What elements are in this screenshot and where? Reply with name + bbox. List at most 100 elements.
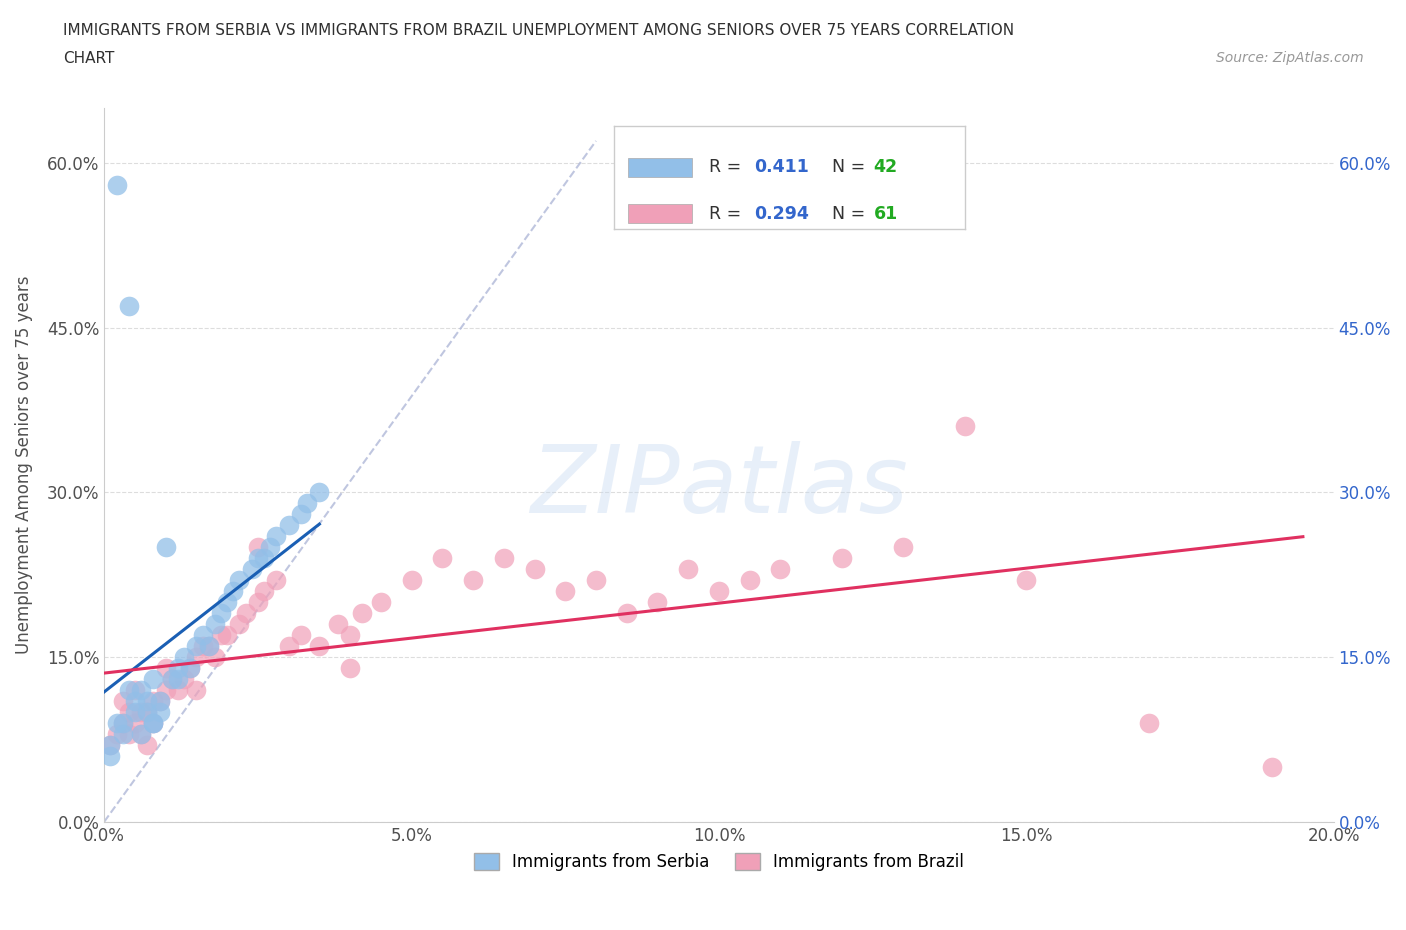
Point <box>105 178 128 193</box>
Point <box>148 694 170 709</box>
Point <box>191 628 214 643</box>
Point <box>240 562 263 577</box>
Point <box>222 584 245 599</box>
Point <box>769 562 792 577</box>
Point <box>1261 760 1284 775</box>
Point <box>167 660 190 675</box>
Point <box>118 299 141 313</box>
Point <box>228 573 250 588</box>
Point <box>290 507 312 522</box>
Point <box>148 704 170 719</box>
Point <box>266 573 288 588</box>
Point <box>253 551 276 565</box>
Point <box>148 694 170 709</box>
Point <box>246 539 269 554</box>
Point <box>339 660 361 675</box>
Point <box>266 529 288 544</box>
Y-axis label: Unemployment Among Seniors over 75 years: Unemployment Among Seniors over 75 years <box>15 275 32 654</box>
Point <box>124 715 146 730</box>
Point <box>142 694 165 709</box>
Point <box>461 573 484 588</box>
Point <box>217 594 239 609</box>
Point <box>129 683 152 698</box>
Point <box>492 551 515 565</box>
Point <box>179 660 201 675</box>
Point <box>155 660 177 675</box>
Text: IMMIGRANTS FROM SERBIA VS IMMIGRANTS FROM BRAZIL UNEMPLOYMENT AMONG SENIORS OVER: IMMIGRANTS FROM SERBIA VS IMMIGRANTS FRO… <box>63 23 1014 38</box>
Point <box>197 639 219 654</box>
Point <box>118 726 141 741</box>
Point <box>186 649 208 664</box>
Point <box>246 551 269 565</box>
Point <box>831 551 853 565</box>
Point <box>209 628 232 643</box>
Point <box>186 639 208 654</box>
Point <box>111 715 134 730</box>
Point <box>953 419 976 434</box>
Point <box>129 704 152 719</box>
Point <box>124 694 146 709</box>
Point <box>432 551 454 565</box>
Point <box>228 617 250 631</box>
Point <box>204 617 226 631</box>
Point <box>554 584 576 599</box>
Point <box>209 605 232 620</box>
Point <box>100 737 122 752</box>
Point <box>186 683 208 698</box>
Point <box>100 749 122 764</box>
Point <box>308 485 330 499</box>
Point <box>707 584 730 599</box>
Point <box>1015 573 1038 588</box>
Point <box>105 715 128 730</box>
Point <box>326 617 349 631</box>
Point <box>401 573 423 588</box>
Point <box>136 694 159 709</box>
Point <box>167 671 190 686</box>
Point <box>155 539 177 554</box>
Point <box>124 683 146 698</box>
Point <box>160 671 183 686</box>
Text: Source: ZipAtlas.com: Source: ZipAtlas.com <box>1216 51 1364 65</box>
Legend: Immigrants from Serbia, Immigrants from Brazil: Immigrants from Serbia, Immigrants from … <box>467 846 970 878</box>
Point <box>100 737 122 752</box>
Text: ZIPatlas: ZIPatlas <box>530 441 908 532</box>
Point <box>339 628 361 643</box>
Point <box>136 737 159 752</box>
Point <box>105 726 128 741</box>
Point <box>290 628 312 643</box>
Point <box>647 594 669 609</box>
Point <box>160 671 183 686</box>
Point <box>142 671 165 686</box>
Point <box>118 683 141 698</box>
Point <box>129 726 152 741</box>
Point <box>253 584 276 599</box>
Point <box>118 704 141 719</box>
Point <box>891 539 914 554</box>
Point <box>111 694 134 709</box>
Point <box>155 683 177 698</box>
Point <box>523 562 546 577</box>
Point <box>191 639 214 654</box>
Point <box>277 518 299 533</box>
Point <box>204 649 226 664</box>
Point <box>676 562 699 577</box>
Point <box>235 605 257 620</box>
Point <box>142 715 165 730</box>
Point <box>352 605 374 620</box>
Point <box>616 605 638 620</box>
Point <box>1137 715 1160 730</box>
Point <box>738 573 761 588</box>
Point <box>111 715 134 730</box>
Point <box>124 704 146 719</box>
Point <box>111 726 134 741</box>
Point <box>585 573 607 588</box>
Point <box>246 594 269 609</box>
Point <box>277 639 299 654</box>
Point <box>173 649 195 664</box>
Point <box>136 704 159 719</box>
Text: CHART: CHART <box>63 51 115 66</box>
Point <box>173 671 195 686</box>
Point <box>179 660 201 675</box>
Point <box>197 639 219 654</box>
Point <box>142 715 165 730</box>
